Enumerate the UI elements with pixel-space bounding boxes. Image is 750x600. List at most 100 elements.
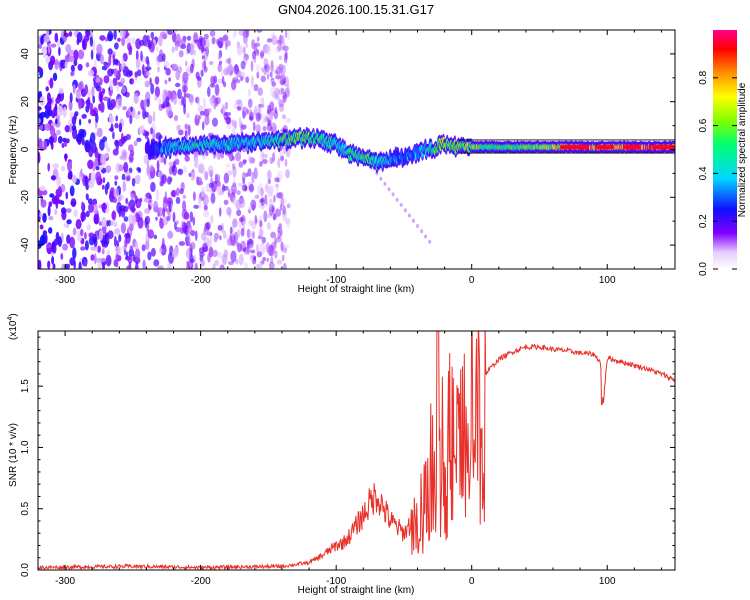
- noise-speck: [117, 196, 121, 202]
- noise-speck: [280, 241, 284, 252]
- noise-speck: [286, 117, 291, 123]
- noise-speck: [226, 206, 232, 216]
- noise-speck: [159, 247, 163, 254]
- noise-speck: [168, 77, 172, 82]
- noise-speck: [266, 73, 270, 80]
- ridge-peak: [623, 145, 642, 150]
- noise-speck: [259, 220, 263, 228]
- x-tick-label: 100: [599, 576, 616, 587]
- noise-speck: [255, 124, 261, 134]
- tail-speck: [395, 197, 399, 202]
- noise-speck: [253, 55, 257, 63]
- noise-speck: [226, 163, 230, 168]
- noise-speck: [123, 161, 129, 173]
- noise-speck: [282, 247, 288, 253]
- noise-speck: [51, 109, 55, 118]
- noise-speck: [249, 254, 254, 262]
- noise-speck: [127, 201, 132, 210]
- noise-speck: [66, 219, 72, 225]
- noise-speck: [221, 76, 225, 85]
- noise-speck: [265, 183, 269, 188]
- noise-speck: [57, 186, 63, 198]
- noise-speck: [102, 177, 106, 184]
- noise-speck: [276, 170, 283, 182]
- noise-speck: [274, 250, 278, 259]
- noise-speck: [66, 234, 71, 244]
- noise-speck: [108, 54, 112, 67]
- noise-speck: [265, 242, 270, 253]
- noise-speck: [154, 95, 158, 101]
- noise-speck: [150, 181, 156, 193]
- noise-speck: [68, 55, 75, 63]
- noise-speck: [62, 243, 68, 251]
- noise-speck: [159, 49, 164, 58]
- noise-speck: [270, 79, 276, 86]
- noise-speck: [214, 259, 219, 266]
- noise-speck: [185, 60, 188, 67]
- noise-speck: [175, 226, 181, 233]
- noise-speck: [248, 98, 253, 109]
- noise-speck: [223, 172, 230, 184]
- noise-speck: [142, 64, 145, 76]
- y-tick-label: 1.0: [20, 440, 31, 454]
- noise-speck: [177, 88, 182, 100]
- noise-speck: [88, 119, 91, 124]
- x-tick-label: 100: [599, 275, 616, 286]
- noise-speck: [160, 104, 167, 109]
- noise-speck: [186, 234, 191, 246]
- noise-speck: [55, 97, 61, 104]
- noise-speck: [202, 242, 208, 252]
- noise-speck: [276, 236, 282, 243]
- noise-speck: [131, 36, 136, 45]
- noise-speck: [92, 204, 98, 214]
- y-tick-label: -20: [20, 190, 31, 205]
- noise-speck: [114, 235, 117, 247]
- noise-speck: [269, 62, 275, 73]
- noise-speck: [74, 111, 79, 117]
- noise-speck: [256, 71, 260, 79]
- noise-speck: [259, 97, 263, 104]
- noise-speck: [214, 83, 220, 96]
- noise-speck: [184, 212, 190, 220]
- noise-speck: [269, 85, 276, 98]
- noise-speck: [193, 204, 200, 209]
- noise-speck: [280, 67, 283, 74]
- noise-speck: [274, 69, 279, 75]
- noise-speck: [163, 157, 167, 165]
- noise-speck: [80, 228, 84, 237]
- noise-speck: [102, 265, 105, 269]
- noise-speck: [244, 185, 248, 192]
- noise-speck: [245, 43, 248, 48]
- noise-speck: [255, 112, 261, 122]
- noise-speck: [125, 37, 131, 45]
- x-tick-label: 0: [469, 576, 475, 587]
- noise-speck: [201, 55, 205, 60]
- noise-speck: [73, 209, 78, 218]
- noise-speck: [277, 65, 283, 77]
- snr-series-line: [38, 331, 675, 570]
- noise-speck: [121, 86, 127, 94]
- noise-speck: [75, 219, 82, 230]
- noise-speck: [165, 67, 171, 76]
- noise-speck: [88, 69, 95, 77]
- noise-speck: [274, 177, 280, 183]
- noise-speck: [232, 163, 236, 170]
- noise-speck: [178, 241, 186, 246]
- noise-speck: [235, 152, 242, 162]
- noise-speck: [168, 200, 172, 212]
- noise-speck: [281, 114, 287, 120]
- noise-speck: [114, 122, 119, 129]
- figure-title: GN04.2026.100.15.31.G17: [278, 2, 434, 17]
- noise-speck: [284, 50, 288, 60]
- noise-speck: [236, 241, 239, 248]
- noise-speck: [121, 56, 124, 68]
- noise-speck: [174, 114, 178, 122]
- noise-speck: [141, 244, 146, 252]
- noise-speck: [94, 158, 98, 167]
- noise-speck: [270, 241, 276, 250]
- noise-speck: [124, 238, 128, 248]
- noise-speck: [98, 229, 104, 241]
- noise-speck: [39, 211, 42, 218]
- snr-frame: [37, 330, 676, 571]
- noise-speck: [170, 190, 176, 197]
